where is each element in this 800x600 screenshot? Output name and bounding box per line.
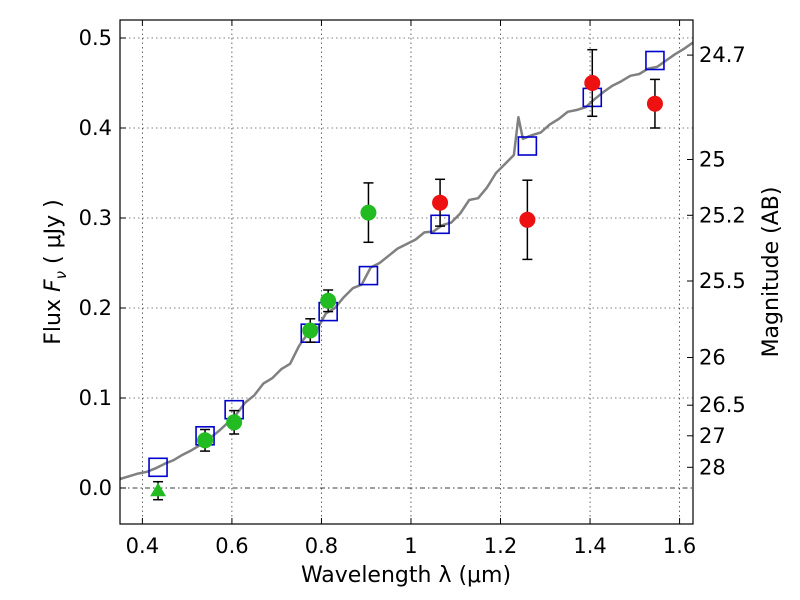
magnitude-tick-label: 26 [699,346,726,370]
model-flux-square [148,457,168,478]
y-tick-label: 0.0 [79,476,112,500]
x-tick-label: 1 [404,534,417,558]
model-flux-square [645,50,665,71]
ticks: 0.4 0.6 0.8 1 1.2 1.4 1.6 0.0 0.1 0.2 0.3 0.4 0.5 24.… [79,20,746,558]
x-tick-label: 0.6 [215,534,248,558]
y-tick-label: 0.2 [79,296,112,320]
y-tick-label: 0.3 [79,206,112,230]
y-tick-label: 0.4 [79,116,112,140]
x-axis-label: Wavelength λ (μm) [301,563,511,588]
y-tick-label: 0.1 [79,386,112,410]
x-tick-label: 1.6 [663,534,696,558]
y-tick-label: 0.5 [79,26,112,50]
grid [120,20,693,524]
green-data-point [197,432,214,449]
y-axis-label-unit: ( μJy ) [41,199,66,271]
red-data-point [646,95,663,112]
green-data-point [302,322,319,339]
y-axis-label-var: F [41,279,66,292]
magnitude-tick-label: 25.2 [699,203,746,227]
x-tick-label: 0.8 [305,534,338,558]
model-flux-square [517,136,538,156]
y-axis-label-sub: ν [52,271,70,279]
magnitude-tick-label: 25.5 [699,269,746,293]
sed-curve [119,41,694,481]
upper-limit-triangle [150,482,167,497]
red-data-point [432,194,449,211]
green-data-point [320,292,337,309]
magnitude-tick-label: 25 [699,148,726,172]
y-axis-label: Flux Fν ( μJy ) [41,199,70,344]
magnitude-tick-label: 28 [699,455,726,479]
x-tick-label: 1.4 [573,534,606,558]
red-data-point [519,211,536,228]
y-axis-label-main: Flux [41,292,66,345]
magnitude-tick-label: 27 [699,424,726,448]
plot-frame [119,19,694,525]
y2-axis-label: Magnitude (AB) [759,187,784,358]
x-tick-label: 1.2 [484,534,517,558]
magnitude-tick-label: 24.7 [699,43,746,67]
model-flux-square [358,265,379,286]
sed-curve-layer [119,41,694,481]
marker-layer [148,48,665,501]
green-data-point [226,414,243,431]
x-tick-label: 0.4 [126,534,159,558]
magnitude-tick-label: 26.5 [699,393,746,417]
red-data-point [584,75,601,91]
green-data-point [360,204,377,221]
